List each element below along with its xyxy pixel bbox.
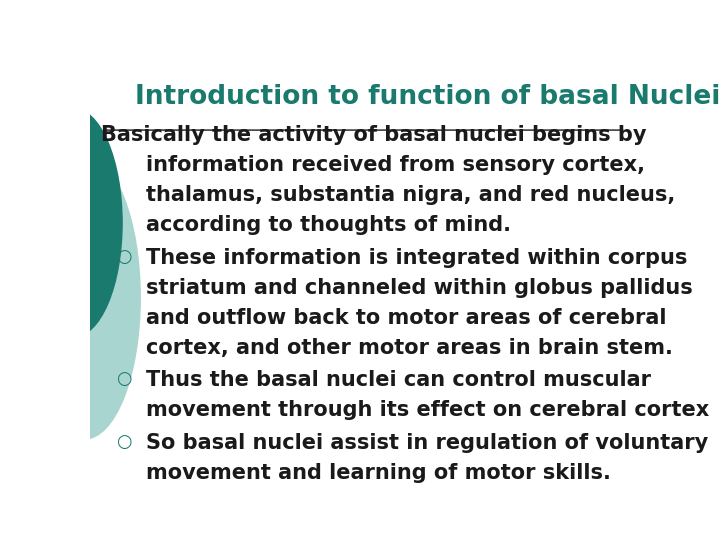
Ellipse shape (29, 156, 140, 439)
Text: thalamus, substantia nigra, and red nucleus,: thalamus, substantia nigra, and red nucl… (145, 185, 675, 205)
Text: and outflow back to motor areas of cerebral: and outflow back to motor areas of cereb… (145, 308, 666, 328)
Text: cortex, and other motor areas in brain stem.: cortex, and other motor areas in brain s… (145, 338, 672, 358)
Text: movement and learning of motor skills.: movement and learning of motor skills. (145, 463, 611, 483)
Text: ○: ○ (116, 370, 131, 388)
Text: movement through its effect on cerebral cortex: movement through its effect on cerebral … (145, 400, 709, 420)
Text: information received from sensory cortex,: information received from sensory cortex… (145, 155, 645, 175)
Text: These information is integrated within corpus: These information is integrated within c… (145, 248, 687, 268)
Text: Introduction to function of basal Nuclei: Introduction to function of basal Nuclei (135, 84, 720, 110)
Text: according to thoughts of mind.: according to thoughts of mind. (145, 215, 510, 235)
Text: Thus the basal nuclei can control muscular: Thus the basal nuclei can control muscul… (145, 370, 651, 390)
Text: striatum and channeled within globus pallidus: striatum and channeled within globus pal… (145, 278, 693, 298)
Text: So basal nuclei assist in regulation of voluntary: So basal nuclei assist in regulation of … (145, 433, 708, 453)
Text: ○: ○ (116, 248, 131, 266)
Ellipse shape (24, 109, 122, 337)
Text: Basically the activity of basal nuclei begins by: Basically the activity of basal nuclei b… (101, 125, 647, 145)
Text: ○: ○ (116, 433, 131, 451)
